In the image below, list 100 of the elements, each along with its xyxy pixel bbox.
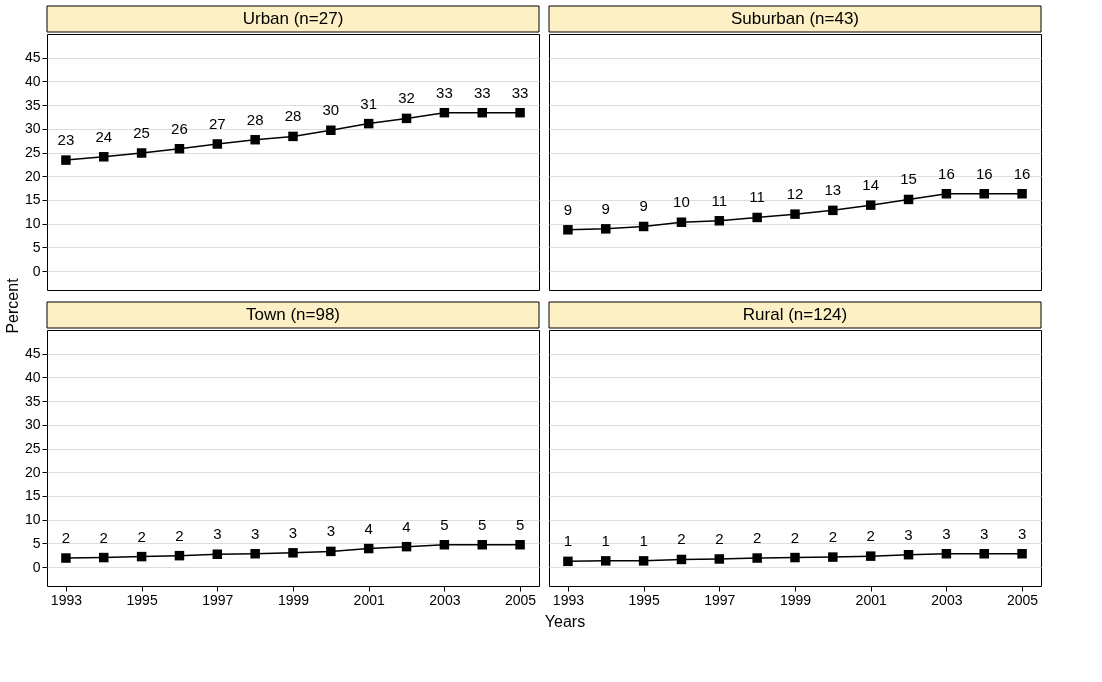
y-tick-label: 40 (24, 72, 41, 89)
data-label: 2 (715, 529, 724, 547)
y-tick-label: 10 (24, 511, 41, 528)
x-tick-label: 1993 (50, 591, 83, 608)
data-label: 11 (711, 191, 728, 209)
point (1017, 189, 1027, 199)
point (752, 212, 762, 223)
point (61, 155, 71, 165)
data-label: 16 (938, 164, 955, 182)
point (790, 552, 800, 563)
point (865, 200, 876, 210)
data-label: 2 (175, 526, 184, 544)
data-label: 25 (133, 123, 150, 141)
point (676, 217, 687, 227)
data-label: 2 (752, 529, 762, 547)
data-label: 2 (790, 528, 800, 546)
data-label: 3 (288, 523, 298, 541)
y-tick-label: 10 (24, 215, 41, 232)
x-tick-label: 2003 (931, 591, 963, 608)
point (979, 189, 989, 199)
point (439, 107, 450, 118)
point (61, 553, 71, 563)
data-label: 33 (436, 83, 453, 101)
point (638, 556, 649, 566)
data-label: 2 (61, 529, 71, 547)
point (477, 540, 487, 550)
point (752, 553, 762, 563)
data-label: 33 (473, 83, 491, 101)
point (638, 221, 649, 232)
data-label: 3 (250, 524, 260, 542)
data-label: 1 (563, 532, 573, 550)
chart-title: Suburban (n=43) (730, 9, 860, 28)
y-tick-label: 5 (32, 238, 41, 255)
y-tick-label: 20 (24, 167, 41, 184)
x-tick-label: 2001 (855, 591, 887, 608)
data-label: 1 (601, 531, 610, 549)
data-label: 2 (866, 527, 875, 545)
y-tick-label: 5 (32, 534, 41, 551)
point (865, 551, 876, 561)
data-label: 2 (99, 528, 108, 546)
y-tick-label: 20 (24, 463, 41, 480)
data-label: 13 (824, 181, 842, 199)
data-label: 10 (673, 193, 690, 211)
data-label: 14 (862, 176, 880, 194)
x-tick-label: 1997 (202, 591, 234, 608)
point (515, 540, 525, 550)
point (903, 194, 914, 205)
data-label: 2 (828, 528, 838, 546)
y-tick-label: 30 (24, 416, 41, 433)
y-tick-label: 25 (24, 144, 41, 161)
y-tick-label: 30 (24, 120, 41, 137)
data-label: 9 (601, 199, 610, 217)
data-label: 3 (326, 522, 336, 540)
y-tick-label: 45 (24, 345, 41, 362)
point (288, 548, 298, 558)
point (563, 556, 573, 567)
x-tick-label: 1993 (552, 591, 585, 608)
point (601, 556, 611, 566)
data-label: 33 (511, 83, 529, 101)
data-label: 3 (942, 524, 951, 542)
point (174, 550, 185, 561)
point (401, 113, 412, 124)
chart-title: Rural (n=124) (742, 305, 848, 324)
data-label: 4 (402, 517, 411, 535)
data-label: 3 (904, 525, 913, 543)
data-label: 2 (137, 527, 146, 545)
x-tick-label: 2005 (505, 591, 537, 608)
point (828, 552, 838, 562)
data-label: 9 (563, 200, 573, 218)
data-label: 5 (440, 515, 449, 533)
point (363, 118, 374, 129)
data-label: 30 (322, 101, 340, 119)
x-tick-label: 1999 (277, 591, 310, 608)
chart-title: Town (n=98) (245, 305, 341, 324)
data-label: 5 (478, 515, 487, 533)
point (326, 125, 336, 135)
point (136, 148, 147, 158)
y-tick-label: 15 (24, 191, 41, 208)
data-label: 15 (900, 170, 917, 188)
point (136, 551, 147, 562)
point (477, 107, 487, 118)
data-label: 23 (57, 131, 75, 149)
point (288, 131, 298, 142)
y-axis-title: Percent (4, 277, 21, 334)
data-label: 16 (1013, 164, 1031, 182)
point (790, 209, 800, 219)
point (212, 139, 223, 149)
point (363, 543, 374, 554)
data-label: 5 (515, 515, 525, 533)
point (828, 205, 838, 216)
data-label: 28 (284, 107, 302, 125)
data-label: 1 (639, 531, 648, 549)
point (99, 152, 109, 162)
y-tick-label: 0 (32, 558, 41, 575)
x-axis-title: Years (544, 613, 586, 630)
data-label: 26 (171, 119, 188, 137)
x-tick-label: 2001 (353, 591, 385, 608)
point (563, 225, 573, 235)
data-label: 11 (749, 188, 765, 206)
x-tick-label: 2003 (429, 591, 461, 608)
